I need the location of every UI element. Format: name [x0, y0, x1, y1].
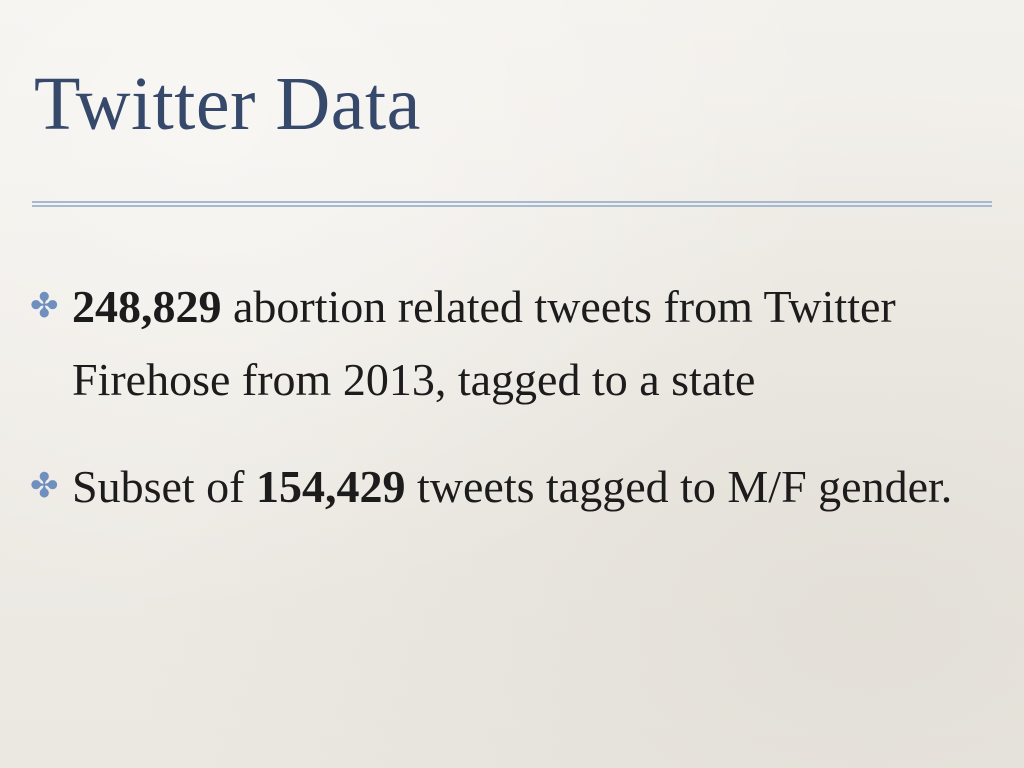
- bullet-marker-icon: ✤: [30, 468, 59, 505]
- bullet-text: abortion related tweets from Twitter Fir…: [72, 281, 896, 405]
- bullet-count-bold: 248,829: [72, 281, 222, 332]
- bullet-item: ✤ Subset of 154,429 tweets tagged to M/F…: [30, 450, 990, 523]
- bullet-text: tweets tagged to M/F gender.: [405, 461, 953, 512]
- slide-title: Twitter Data: [34, 62, 421, 146]
- bullet-marker-icon: ✤: [30, 288, 59, 325]
- bullet-list: ✤ 248,829 abortion related tweets from T…: [30, 270, 990, 557]
- bullet-prefix-text: Subset of: [72, 461, 256, 512]
- bullet-count-bold: 154,429: [256, 461, 406, 512]
- title-divider-line-top: [32, 201, 992, 203]
- title-divider-line-bottom: [32, 205, 992, 207]
- bullet-item: ✤ 248,829 abortion related tweets from T…: [30, 270, 990, 416]
- title-divider: [32, 201, 992, 207]
